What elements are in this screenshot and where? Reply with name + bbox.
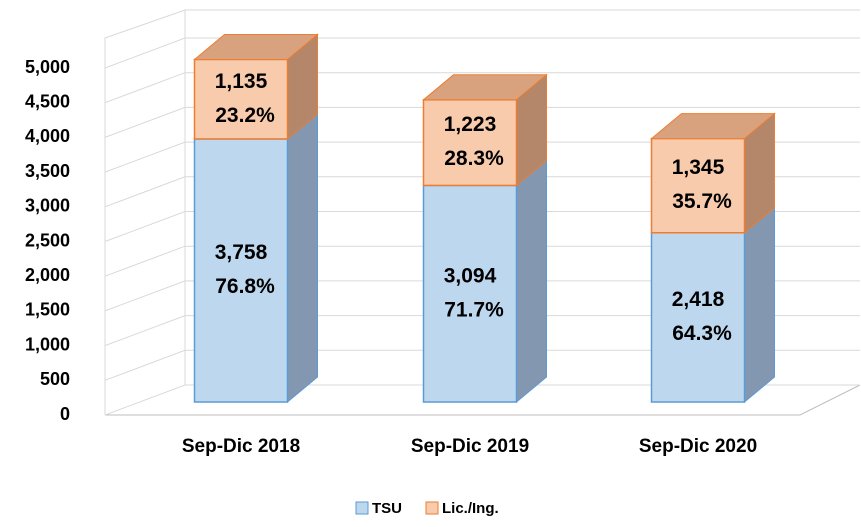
- y-tick-label: 0: [60, 404, 70, 424]
- y-tick-label: 1,000: [25, 334, 70, 354]
- percent-label: 28.3%: [444, 147, 504, 170]
- percent-label: 71.7%: [444, 298, 504, 321]
- percent-label: 64.3%: [672, 322, 732, 345]
- grid-line: [104, 37, 860, 69]
- grid-line: [104, 176, 860, 208]
- value-label: 1,223: [444, 113, 497, 136]
- y-tick-label: 4,000: [25, 126, 70, 146]
- y-tick-label: 2,500: [25, 230, 70, 250]
- y-tick-label: 3,500: [25, 161, 70, 181]
- percent-label: 76.8%: [215, 275, 275, 298]
- bar: [650, 231, 746, 403]
- grid-line: [104, 384, 860, 416]
- value-label: 2,418: [672, 288, 725, 311]
- value-label: 1,345: [672, 156, 725, 179]
- bar: [422, 184, 518, 403]
- bar: [650, 137, 746, 234]
- value-label: 3,094: [444, 264, 497, 287]
- y-tick-label: 500: [40, 369, 70, 389]
- bar: [422, 99, 518, 187]
- grid-line: [104, 280, 860, 312]
- y-tick-label: 5,000: [25, 57, 70, 77]
- y-tick-label: 4,500: [25, 91, 70, 111]
- y-tick-label: 1,500: [25, 300, 70, 320]
- grid-line: [104, 72, 860, 104]
- back-wall: [104, 9, 860, 415]
- percent-label: 35.7%: [672, 190, 732, 213]
- value-label: 3,758: [215, 241, 268, 264]
- y-tick-label: 3,000: [25, 196, 70, 216]
- value-label: 1,135: [215, 70, 268, 93]
- x-tick-label: Sep-Dic 2020: [639, 436, 757, 457]
- bar-side: [744, 206, 775, 404]
- grid-line: [104, 106, 860, 138]
- grid-line: [104, 315, 860, 347]
- grid-line: [104, 141, 860, 173]
- grid-line: [104, 349, 860, 381]
- bar-top: [650, 113, 776, 140]
- x-tick-label: Sep-Dic 2019: [411, 436, 529, 457]
- legend-swatch: [425, 501, 439, 515]
- bar-top: [422, 74, 548, 101]
- grid-line: [104, 245, 860, 277]
- bar-side: [287, 112, 318, 404]
- legend-label: Lic./Ing.: [442, 500, 499, 517]
- grid-line: [104, 211, 860, 242]
- bar-top: [193, 33, 319, 60]
- bar-side: [516, 159, 547, 404]
- floor: [105, 384, 861, 416]
- legend-swatch: [355, 501, 369, 515]
- bar: [193, 138, 289, 403]
- x-tick-label: Sep-Dic 2018: [182, 436, 300, 457]
- bar: [193, 58, 289, 140]
- legend-label: TSU: [372, 500, 402, 517]
- percent-label: 23.2%: [215, 104, 275, 127]
- y-tick-label: 2,000: [25, 265, 70, 285]
